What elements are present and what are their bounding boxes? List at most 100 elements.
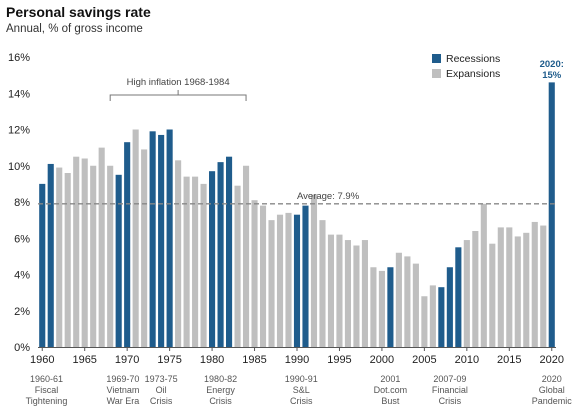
bar — [353, 245, 360, 347]
bar — [259, 205, 267, 348]
bar — [39, 183, 46, 348]
bar — [489, 243, 496, 347]
bar — [234, 185, 241, 347]
bar — [158, 134, 165, 347]
bar — [302, 205, 309, 348]
recession-note-line: War Era — [107, 396, 140, 406]
bar — [463, 240, 470, 347]
recession-note-line: Tightening — [26, 396, 68, 406]
x-tick-label: 1985 — [242, 354, 266, 366]
recession-note-line: 1960-61 — [30, 374, 63, 384]
y-tick-label: 2% — [14, 306, 30, 318]
recession-note-line: Dot.com — [374, 385, 408, 395]
recession-note-line: Crisis — [209, 396, 232, 406]
bar — [404, 256, 411, 348]
bar — [395, 252, 402, 347]
x-tick-label: 2000 — [370, 354, 394, 366]
bar — [276, 214, 284, 347]
bar — [370, 267, 377, 347]
callout-line: 2020: — [540, 59, 564, 70]
x-tick-label: 1990 — [285, 354, 309, 366]
recession-note-line: S&L — [293, 385, 310, 395]
x-tick-label: 1980 — [200, 354, 224, 366]
recession-note-line: 2001 — [380, 374, 400, 384]
bar — [531, 221, 538, 347]
recession-note-line: 1980-82 — [204, 374, 237, 384]
x-tick-label: 2020 — [540, 354, 564, 366]
y-tick-label: 4% — [14, 270, 30, 282]
legend-label: Recessions — [446, 53, 500, 65]
bar — [107, 165, 114, 347]
recession-note-line: Pandemic — [532, 396, 573, 406]
bar — [293, 214, 301, 347]
x-tick-label: 2010 — [455, 354, 479, 366]
bracket-line — [109, 90, 247, 101]
x-tick-label: 1970 — [115, 354, 139, 366]
recession-note-line: Crisis — [290, 396, 313, 406]
recession-note-line: 1973-75 — [145, 374, 178, 384]
bar — [472, 231, 479, 347]
x-tick-label: 1965 — [72, 354, 96, 366]
bar — [378, 270, 385, 348]
y-axis: 0% 2% 4% 6% 8% 10% 12% 14% 16% — [8, 52, 30, 354]
bar — [115, 174, 122, 347]
bar — [344, 240, 351, 347]
chart-title: Personal savings rate — [6, 4, 151, 20]
recession-note-line: 1990-91 — [285, 374, 318, 384]
legend: Recessions Expansions — [432, 53, 500, 80]
bracket-label: High inflation 1968-1984 — [127, 77, 230, 88]
recession-note-line: Vietnam — [106, 385, 139, 395]
bar — [310, 194, 318, 347]
bar — [429, 285, 436, 348]
bar — [438, 287, 445, 347]
y-tick-label: 14% — [8, 88, 30, 100]
bar — [251, 200, 258, 347]
legend-swatch — [432, 69, 441, 78]
y-tick-label: 8% — [14, 197, 30, 209]
bar — [90, 165, 97, 347]
y-tick-label: 0% — [14, 342, 30, 354]
recession-note-line: Crisis — [439, 396, 462, 406]
recession-note-line: Global — [539, 385, 565, 395]
x-axis: 1960 1965 1970 1975 1980 1985 1990 1995 2000 2005… — [30, 347, 564, 366]
bar — [242, 165, 250, 347]
bar — [387, 267, 394, 347]
recession-note-line: 2020 — [542, 374, 562, 384]
recession-note-line: Oil — [156, 385, 167, 395]
bar — [446, 267, 453, 347]
recession-note-line: Bust — [381, 396, 400, 406]
bar — [132, 129, 139, 347]
bar — [98, 147, 105, 348]
bar — [514, 236, 521, 347]
x-tick-label: 1975 — [157, 354, 181, 366]
bar — [73, 156, 80, 347]
bar — [183, 176, 190, 348]
recession-note-line: 1969-70 — [106, 374, 139, 384]
bar — [56, 167, 63, 347]
bar — [124, 142, 131, 347]
bar — [540, 225, 547, 347]
recession-note-line: Energy — [206, 385, 235, 395]
recession-note-line: Fiscal — [35, 385, 59, 395]
bar — [47, 163, 54, 347]
y-tick-label: 16% — [8, 52, 30, 64]
bar — [548, 82, 555, 348]
bar — [336, 234, 343, 348]
average-line-group: Average: 7.9% — [38, 191, 556, 205]
bar — [319, 220, 326, 348]
bar — [192, 176, 199, 348]
bar — [480, 203, 487, 347]
bar — [209, 171, 216, 347]
bar — [285, 212, 292, 348]
bar — [268, 220, 275, 348]
y-tick-label: 12% — [8, 125, 30, 137]
average-label: Average: 7.9% — [297, 191, 360, 202]
